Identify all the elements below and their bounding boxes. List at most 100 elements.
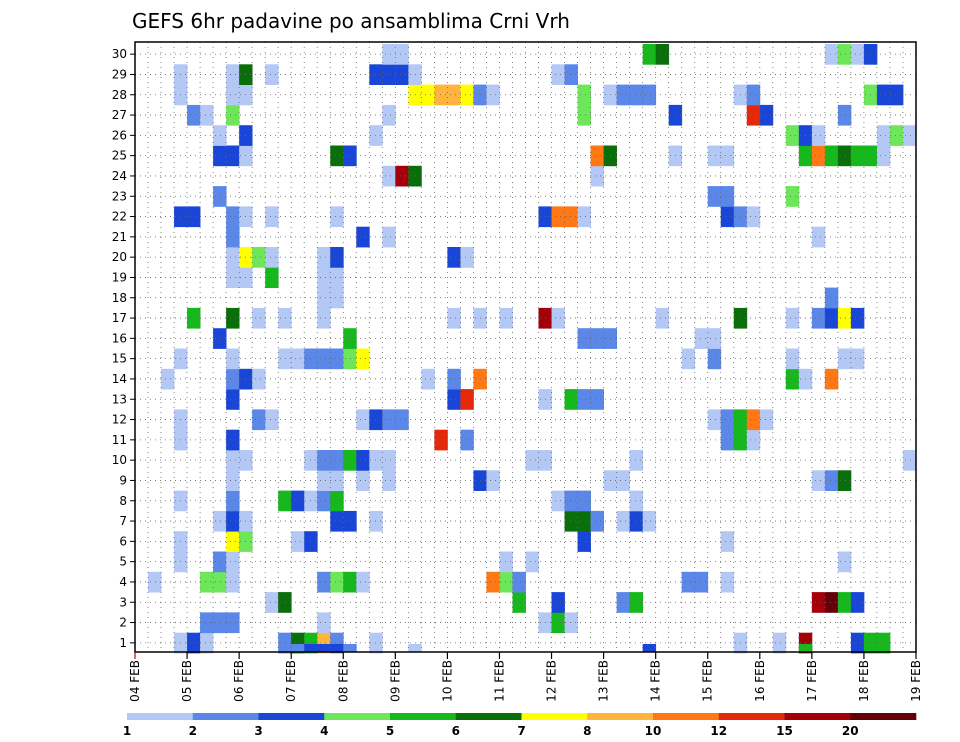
legend-color-swatch xyxy=(390,713,457,720)
heatmap-cell xyxy=(629,450,644,471)
heatmap-cell xyxy=(369,409,383,431)
heatmap-cell xyxy=(876,84,891,106)
y-tick-label: 21 xyxy=(112,230,127,244)
heatmap-cell xyxy=(226,490,240,512)
legend-tick-label: 15 xyxy=(776,724,793,738)
heatmap-cell xyxy=(395,44,409,65)
heatmap-cell xyxy=(486,84,500,106)
heatmap-cell xyxy=(343,644,357,652)
heatmap-cell xyxy=(343,450,357,471)
heatmap-cell xyxy=(395,409,409,431)
heatmap-cell xyxy=(785,125,800,146)
y-tick-label: 22 xyxy=(112,210,127,224)
heatmap-cell xyxy=(265,247,279,268)
heatmap-cell xyxy=(226,551,240,573)
heatmap-cell xyxy=(434,429,448,451)
legend-color-swatch xyxy=(258,713,325,720)
x-axis-ticks: 04 FEB 05 FEB 06 FEB 07 FEB 08 FEB 09 FEB 10 F… xyxy=(128,652,923,702)
heatmap-cell xyxy=(889,84,904,106)
x-tick-label: 11 FEB xyxy=(492,660,506,702)
y-tick-label: 26 xyxy=(112,128,127,142)
y-tick-label: 15 xyxy=(112,352,127,366)
x-tick-label: 12 FEB xyxy=(545,660,559,702)
heatmap-cell xyxy=(213,551,227,573)
heatmap-cell xyxy=(642,44,657,65)
legend-color-swatch xyxy=(455,713,522,720)
heatmap-cell xyxy=(278,348,292,370)
heatmap-cell xyxy=(577,104,591,126)
heatmap-cell xyxy=(317,571,331,593)
legend-tick-label: 8 xyxy=(583,724,591,738)
heatmap-cell xyxy=(291,644,305,652)
x-tick-label: 07 FEB xyxy=(284,660,298,702)
heatmap-cell xyxy=(551,206,565,228)
heatmap-cell xyxy=(616,592,631,613)
x-tick-label: 04 FEB xyxy=(128,660,142,702)
heatmap-cell xyxy=(590,510,604,532)
heatmap-cell xyxy=(278,307,292,329)
x-tick-label: 15 FEB xyxy=(701,660,715,702)
heatmap-cell xyxy=(317,267,331,288)
heatmap-cell xyxy=(590,165,604,187)
x-tick-label: 14 FEB xyxy=(649,660,663,702)
y-tick-label: 3 xyxy=(119,595,127,609)
heatmap-cell xyxy=(226,307,240,329)
heatmap-cell xyxy=(512,571,526,593)
heatmap-cell xyxy=(811,226,826,248)
heatmap-cell xyxy=(486,470,500,491)
y-tick-label: 6 xyxy=(119,534,127,548)
heatmap-cell xyxy=(330,644,344,652)
heatmap-cell xyxy=(876,125,891,146)
x-tick-label: 19 FEB xyxy=(909,660,923,702)
heatmap-cell xyxy=(811,125,826,146)
heatmap-cell xyxy=(252,307,266,329)
heatmap-cell xyxy=(785,186,800,207)
heatmap-cell xyxy=(434,84,448,106)
heatmap-cell xyxy=(330,470,344,491)
heatmap-cell xyxy=(720,145,735,167)
heatmap-cell xyxy=(837,592,852,613)
x-tick-label: 06 FEB xyxy=(232,660,246,702)
heatmap-cell xyxy=(226,247,240,268)
heatmap-cell xyxy=(642,644,657,652)
heatmap-cell xyxy=(824,470,839,491)
heatmap-cell xyxy=(447,368,461,390)
heatmap-cell xyxy=(369,510,383,532)
heatmap-cell xyxy=(772,632,787,654)
heatmap-cell xyxy=(278,592,292,613)
heatmap-cell xyxy=(512,592,526,613)
heatmap-cell xyxy=(837,104,852,126)
heatmap-cell xyxy=(629,592,644,613)
heatmap-cell xyxy=(226,206,240,228)
x-tick-label: 18 FEB xyxy=(857,660,871,702)
heatmap-cell xyxy=(590,389,604,410)
heatmap-cell xyxy=(642,510,657,532)
legend-tick-label: 12 xyxy=(710,724,727,738)
heatmap-cell xyxy=(460,429,474,451)
legend-color-swatch xyxy=(784,713,851,720)
heatmap-cell xyxy=(330,267,344,288)
heatmap-cell xyxy=(213,145,227,167)
color-legend: 1 2 3 4 5 6 7 8 10 12 15 20 xyxy=(123,713,917,738)
heatmap-cell xyxy=(343,571,357,593)
heatmap-cell xyxy=(707,348,722,370)
heatmap-cell xyxy=(577,206,591,228)
heatmap-cell xyxy=(343,145,357,167)
heatmap-cell xyxy=(226,429,240,451)
legend-tick-label: 20 xyxy=(842,724,859,738)
heatmap-cell xyxy=(720,186,735,207)
heatmap-cell xyxy=(330,247,344,268)
heatmap-cell xyxy=(213,510,227,532)
heatmap-cell xyxy=(187,104,201,126)
heatmap-cell xyxy=(317,348,331,370)
heatmap-cell xyxy=(460,247,474,268)
heatmap-cell xyxy=(746,206,761,228)
legend-tick-label: 7 xyxy=(517,724,525,738)
legend-tick-label: 2 xyxy=(189,724,197,738)
heatmap-cell xyxy=(330,145,344,167)
heatmap-cell xyxy=(616,510,631,532)
heatmap-cell xyxy=(447,389,461,410)
heatmap-cell xyxy=(226,612,240,634)
heatmap-cell xyxy=(421,84,435,106)
